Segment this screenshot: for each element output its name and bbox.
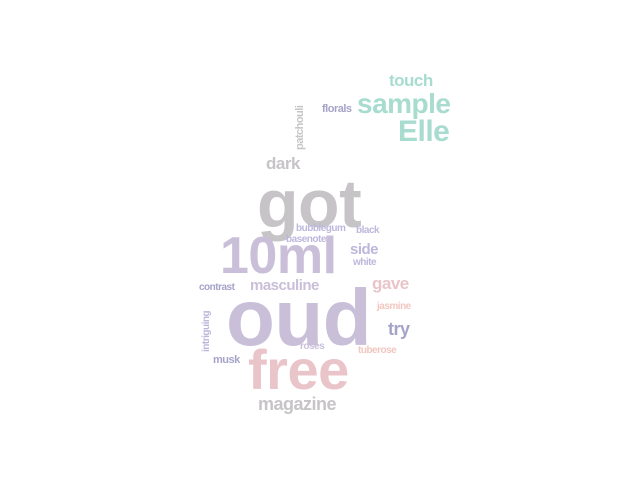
word-magazine: magazine	[258, 394, 337, 414]
word-side: side	[350, 241, 379, 258]
word-jasmine: jasmine	[377, 301, 411, 312]
word-touch: touch	[389, 71, 433, 90]
word-oud: oud	[226, 273, 372, 362]
word-contrast: contrast	[199, 282, 235, 293]
word-sample: sample	[357, 88, 451, 119]
word-10ml: 10ml	[220, 227, 337, 285]
word-bubblegum: bubblegum	[296, 223, 346, 234]
word-tuberose: tuberose	[358, 345, 397, 356]
word-patchouli: patchouli	[294, 105, 306, 150]
word-try: try	[388, 319, 410, 339]
word-elle: Elle	[398, 115, 450, 148]
word-basenotes: basenotes	[286, 234, 331, 245]
word-musk: musk	[213, 354, 240, 366]
word-white: white	[353, 257, 377, 268]
word-intriguing: intriguing	[201, 310, 212, 352]
word-roses: roses	[300, 341, 325, 352]
word-dark: dark	[266, 154, 300, 173]
word-masculine: masculine	[250, 277, 319, 294]
word-gave: gave	[372, 274, 409, 293]
word-got: got	[257, 166, 362, 242]
word-free: free	[248, 338, 349, 401]
word-florals: florals	[322, 103, 352, 115]
word-black: black	[356, 225, 380, 236]
